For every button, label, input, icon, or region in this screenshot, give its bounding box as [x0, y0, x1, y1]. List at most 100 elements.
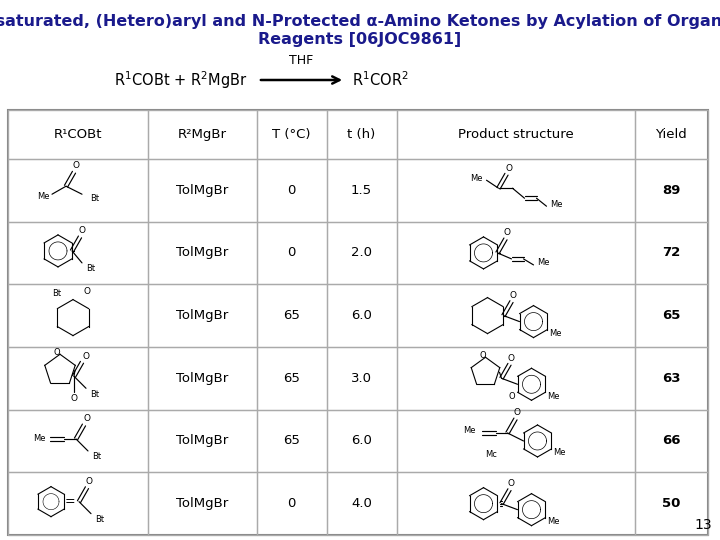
Text: TolMgBr: TolMgBr — [176, 497, 228, 510]
Bar — [256, 110, 326, 159]
Text: 6.0: 6.0 — [351, 435, 372, 448]
Text: Me: Me — [549, 329, 562, 338]
Text: 0: 0 — [287, 184, 296, 197]
Bar — [8, 110, 148, 159]
Bar — [148, 347, 256, 410]
Text: 0: 0 — [287, 246, 296, 259]
Bar — [8, 410, 148, 472]
Text: Me: Me — [538, 259, 550, 267]
Text: O: O — [71, 394, 78, 403]
Text: Mc: Mc — [485, 450, 498, 460]
Bar — [256, 221, 326, 284]
Bar — [8, 347, 148, 410]
Text: t (h): t (h) — [347, 128, 376, 141]
Text: 0: 0 — [287, 497, 296, 510]
Text: O: O — [504, 228, 511, 238]
Bar — [397, 221, 634, 284]
Bar — [148, 284, 256, 347]
Bar — [8, 284, 148, 347]
Text: O: O — [86, 477, 92, 486]
Text: 72: 72 — [662, 246, 680, 259]
Text: TolMgBr: TolMgBr — [176, 246, 228, 259]
Text: O: O — [84, 415, 91, 423]
Text: 63: 63 — [662, 372, 680, 385]
Bar — [8, 110, 708, 535]
Bar — [634, 472, 708, 535]
Bar — [326, 347, 397, 410]
Text: 65: 65 — [283, 372, 300, 385]
Text: Me: Me — [551, 200, 563, 209]
Text: O: O — [510, 291, 517, 300]
Text: 65: 65 — [662, 309, 680, 322]
Bar — [397, 472, 634, 535]
Text: Me: Me — [547, 392, 560, 401]
Text: 13: 13 — [694, 518, 712, 532]
Text: Bt: Bt — [52, 289, 61, 298]
Text: R$^1$COBt + R$^2$MgBr: R$^1$COBt + R$^2$MgBr — [114, 69, 248, 91]
Bar — [256, 472, 326, 535]
Text: 2.0: 2.0 — [351, 246, 372, 259]
Bar — [148, 472, 256, 535]
Bar — [148, 110, 256, 159]
Bar — [148, 221, 256, 284]
Text: O: O — [508, 392, 515, 401]
Bar — [326, 410, 397, 472]
Text: O: O — [514, 408, 521, 417]
Text: Reagents [06JOC9861]: Reagents [06JOC9861] — [258, 32, 462, 47]
Bar — [397, 284, 634, 347]
Text: O: O — [73, 161, 79, 170]
Text: Bt: Bt — [90, 194, 99, 202]
Text: TolMgBr: TolMgBr — [176, 309, 228, 322]
Text: 1.5: 1.5 — [351, 184, 372, 197]
Bar — [634, 159, 708, 221]
Text: 50: 50 — [662, 497, 680, 510]
Text: 65: 65 — [283, 435, 300, 448]
Text: O: O — [508, 354, 515, 363]
Bar — [634, 347, 708, 410]
Text: Alkyl, Unsaturated, (Hetero)aryl and N-Protected α-Amino Ketones by Acylation of: Alkyl, Unsaturated, (Hetero)aryl and N-P… — [0, 14, 720, 29]
Text: 66: 66 — [662, 435, 680, 448]
Bar — [148, 159, 256, 221]
Text: TolMgBr: TolMgBr — [176, 184, 228, 197]
Text: Me: Me — [554, 448, 566, 457]
Text: O: O — [78, 226, 86, 235]
Text: Yield: Yield — [655, 128, 687, 141]
Text: 89: 89 — [662, 184, 680, 197]
Text: Me: Me — [470, 174, 482, 183]
Bar — [634, 221, 708, 284]
Text: T (°C): T (°C) — [272, 128, 311, 141]
Text: Bt: Bt — [95, 515, 104, 524]
Text: Me: Me — [34, 435, 46, 443]
Text: O: O — [83, 352, 89, 361]
Text: R²MgBr: R²MgBr — [178, 128, 227, 141]
Bar — [256, 159, 326, 221]
Text: Product structure: Product structure — [458, 128, 573, 141]
Bar — [256, 410, 326, 472]
Text: TolMgBr: TolMgBr — [176, 372, 228, 385]
Text: Me: Me — [463, 427, 475, 435]
Bar — [148, 410, 256, 472]
Text: =: = — [65, 495, 76, 508]
Text: Bt: Bt — [86, 265, 95, 273]
Bar — [397, 347, 634, 410]
Bar — [397, 110, 634, 159]
Bar — [8, 159, 148, 221]
Text: THF: THF — [289, 54, 313, 67]
Bar — [397, 410, 634, 472]
Text: R$^1$COR$^2$: R$^1$COR$^2$ — [352, 71, 409, 89]
Text: O: O — [84, 287, 91, 296]
Bar — [634, 110, 708, 159]
Bar — [8, 472, 148, 535]
Text: Bt: Bt — [92, 453, 101, 462]
Bar — [634, 284, 708, 347]
Text: 65: 65 — [283, 309, 300, 322]
Bar — [326, 110, 397, 159]
Bar — [256, 347, 326, 410]
Text: Bt: Bt — [90, 390, 99, 399]
Bar — [397, 159, 634, 221]
Bar — [634, 410, 708, 472]
Bar — [326, 284, 397, 347]
Text: Me: Me — [37, 192, 50, 201]
Text: Me: Me — [547, 517, 560, 526]
Text: O: O — [54, 348, 60, 357]
